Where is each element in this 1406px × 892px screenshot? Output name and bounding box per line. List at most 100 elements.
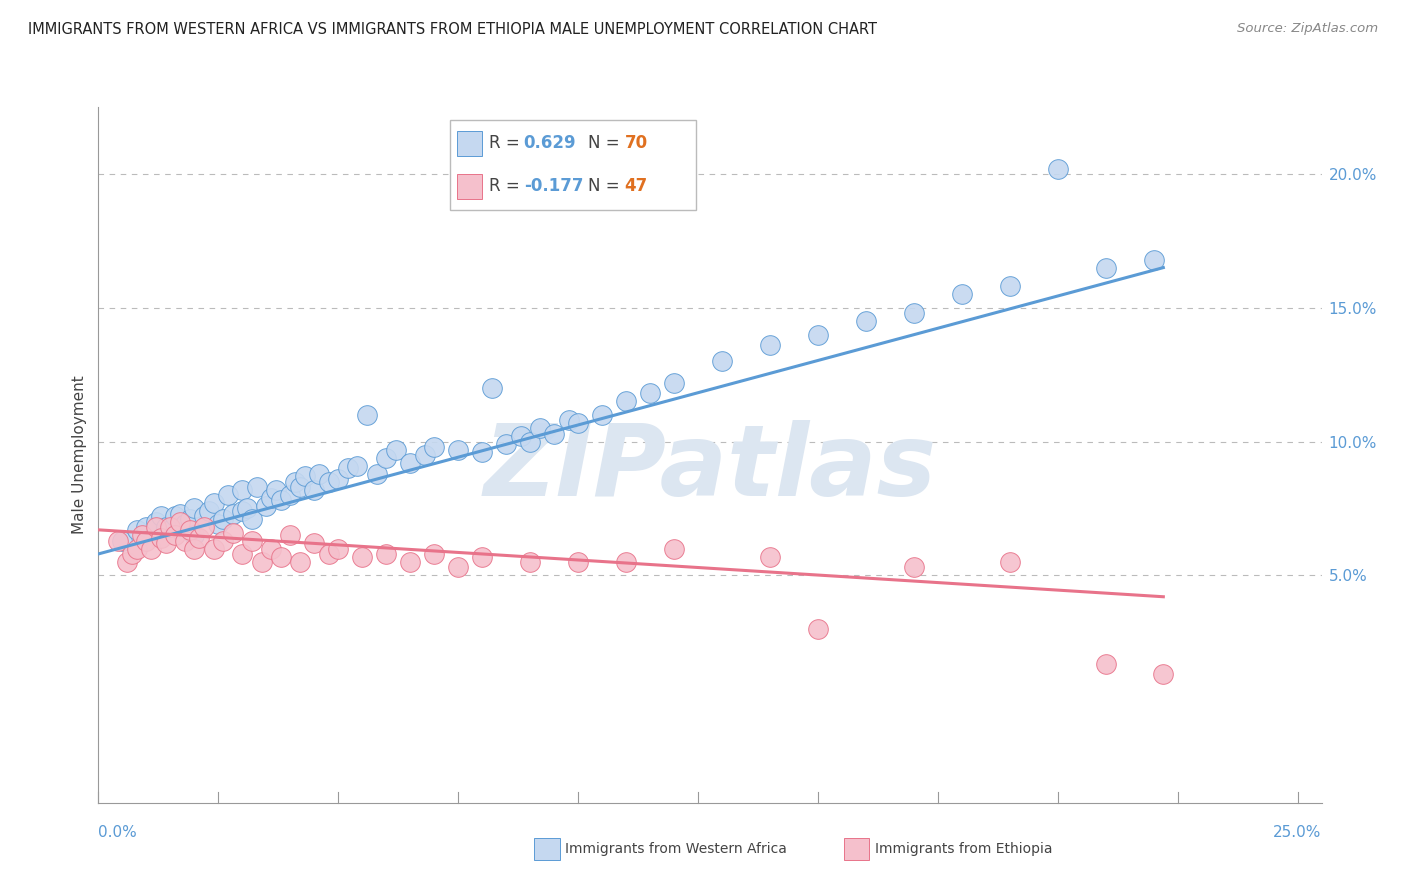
Point — [155, 536, 177, 550]
Point — [183, 541, 205, 556]
Point — [115, 555, 138, 569]
Point — [1046, 161, 1069, 176]
Point — [231, 547, 253, 561]
Point — [197, 504, 219, 518]
Bar — [457, 174, 482, 199]
Point — [471, 445, 494, 459]
Point — [662, 376, 685, 390]
Point — [903, 560, 925, 574]
Point — [447, 442, 470, 457]
Text: 0.0%: 0.0% — [98, 825, 138, 840]
Point — [399, 555, 422, 569]
Y-axis label: Male Unemployment: Male Unemployment — [72, 376, 87, 534]
Point — [759, 338, 782, 352]
Point — [471, 549, 494, 564]
Text: Source: ZipAtlas.com: Source: ZipAtlas.com — [1237, 22, 1378, 36]
Point — [135, 533, 157, 548]
Point — [1152, 667, 1174, 681]
Text: 70: 70 — [624, 134, 648, 153]
Point — [212, 512, 235, 526]
Point — [278, 488, 301, 502]
Point — [222, 507, 245, 521]
Point — [270, 493, 292, 508]
Point — [145, 520, 167, 534]
Point — [614, 555, 637, 569]
Point — [193, 520, 215, 534]
Point — [336, 461, 359, 475]
Point — [183, 528, 205, 542]
Point — [1094, 260, 1116, 275]
Text: 0.629: 0.629 — [524, 134, 576, 153]
Point — [591, 408, 613, 422]
Text: R =: R = — [489, 177, 526, 195]
Point — [250, 555, 273, 569]
Point — [131, 528, 153, 542]
Point — [318, 475, 340, 489]
Point — [903, 306, 925, 320]
Point — [481, 381, 503, 395]
Point — [304, 536, 326, 550]
Point — [328, 541, 350, 556]
Point — [193, 509, 215, 524]
Point — [519, 434, 541, 449]
Point — [212, 533, 235, 548]
Point — [145, 515, 167, 529]
Text: Immigrants from Western Africa: Immigrants from Western Africa — [565, 842, 787, 856]
Point — [217, 488, 239, 502]
Point — [159, 523, 181, 537]
Point — [352, 549, 374, 564]
Point — [638, 386, 661, 401]
Point — [375, 450, 398, 465]
Point — [169, 515, 191, 529]
Point — [254, 499, 277, 513]
Text: N =: N = — [588, 134, 624, 153]
Point — [385, 442, 408, 457]
Text: ZIPatlas: ZIPatlas — [484, 420, 936, 517]
Point — [356, 408, 378, 422]
Text: 47: 47 — [624, 177, 648, 195]
Point — [759, 549, 782, 564]
Point — [711, 354, 734, 368]
Point — [270, 549, 292, 564]
Text: N =: N = — [588, 177, 624, 195]
Text: R =: R = — [489, 134, 526, 153]
Point — [169, 507, 191, 521]
Point — [246, 480, 269, 494]
Point — [141, 541, 163, 556]
Point — [159, 520, 181, 534]
Point — [807, 327, 830, 342]
Point — [375, 547, 398, 561]
Point — [288, 480, 311, 494]
Point — [240, 533, 263, 548]
Point — [308, 467, 330, 481]
Point — [236, 501, 259, 516]
Point — [998, 279, 1021, 293]
Point — [111, 533, 134, 548]
Point — [173, 533, 195, 548]
Point — [855, 314, 877, 328]
Point — [318, 547, 340, 561]
Text: IMMIGRANTS FROM WESTERN AFRICA VS IMMIGRANTS FROM ETHIOPIA MALE UNEMPLOYMENT COR: IMMIGRANTS FROM WESTERN AFRICA VS IMMIGR… — [28, 22, 877, 37]
Point — [231, 504, 253, 518]
Point — [222, 525, 245, 540]
Point — [188, 531, 211, 545]
Point — [231, 483, 253, 497]
Point — [294, 469, 316, 483]
Point — [240, 512, 263, 526]
Point — [543, 426, 565, 441]
Point — [202, 496, 225, 510]
Point — [1094, 657, 1116, 671]
Point — [165, 509, 187, 524]
Point — [202, 541, 225, 556]
Point — [567, 555, 589, 569]
Point — [557, 413, 579, 427]
Point — [179, 523, 201, 537]
Point — [519, 555, 541, 569]
Point — [529, 421, 551, 435]
Point — [447, 560, 470, 574]
Point — [423, 440, 446, 454]
Point — [366, 467, 388, 481]
Text: 25.0%: 25.0% — [1274, 825, 1322, 840]
Point — [107, 533, 129, 548]
Point — [950, 287, 973, 301]
